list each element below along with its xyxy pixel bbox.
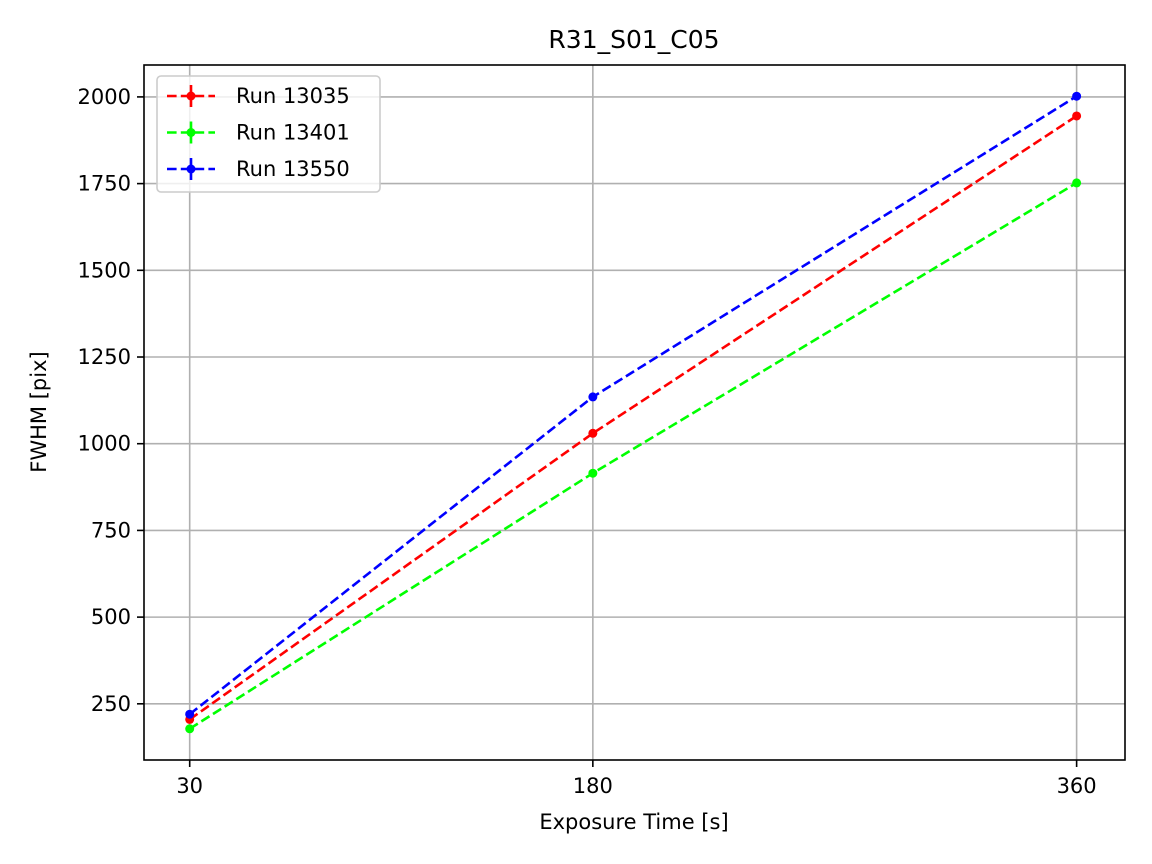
x-axis-label: Exposure Time [s] [539,810,728,834]
y-tick-label: 1250 [78,345,131,369]
plot-frame [143,64,1126,761]
legend-marker [186,128,196,137]
data-point [588,392,598,402]
data-point [588,428,598,438]
x-tick-label: 30 [176,774,203,798]
x-tick-label: 360 [1057,774,1097,798]
series-2 [185,91,1082,719]
data-point [588,468,598,478]
y-tick-label: 1750 [78,172,131,196]
legend-item: Run 13401 [167,121,350,145]
data-point [1072,178,1082,188]
series-layer [185,91,1082,734]
legend-item: Run 13550 [167,157,350,181]
ticks: 30 180 360 250 500 750 1000 1250 1500 1750 2000 [78,85,1097,798]
y-tick-label: 1000 [78,432,131,456]
legend-label: Run 13401 [236,121,350,145]
data-point [185,724,195,734]
chart-title: R31_S01_C05 [548,25,719,54]
legend-marker [186,164,196,174]
legend-marker [186,91,196,101]
legend-label: Run 13035 [236,84,350,108]
y-axis-label: FWHM [pix] [27,351,51,472]
y-tick-label: 2000 [78,85,131,109]
legend: Run 13035 Run 13401 Run 13550 [156,75,381,193]
data-point [1072,111,1082,121]
y-tick-label: 750 [91,518,131,542]
x-tick-label: 180 [573,774,613,798]
y-tick-label: 500 [91,605,131,629]
data-point [1072,91,1082,101]
series-1 [185,178,1082,734]
data-point [185,709,195,719]
y-tick-label: 250 [91,692,131,716]
legend-item: Run 13035 [167,84,350,108]
legend-box [156,75,381,193]
legend-label: Run 13550 [236,157,350,181]
y-tick-label: 1500 [78,258,131,282]
